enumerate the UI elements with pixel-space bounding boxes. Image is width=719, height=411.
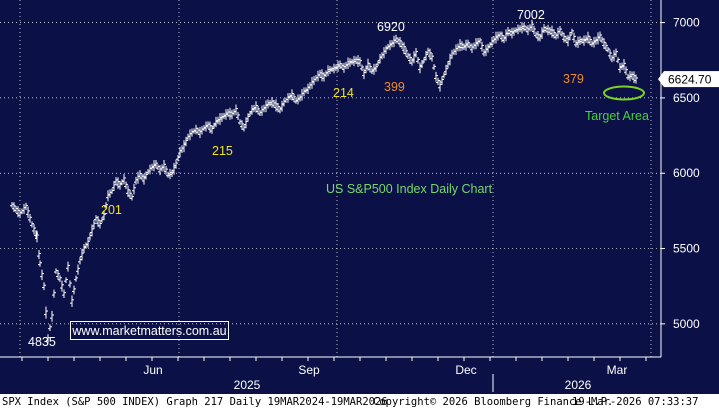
last-price-box <box>664 71 719 88</box>
y-tick-label: 6000 <box>673 166 700 180</box>
price-series <box>10 19 638 344</box>
axes: 5000 5500 6000 6500 7000 Jun Sep Dec Mar 2025 2026… <box>0 0 719 392</box>
annotation-label: 379 <box>563 72 584 86</box>
y-tick-label: 5000 <box>673 317 700 331</box>
x-year-label: 2025 <box>234 378 261 392</box>
x-month-label: Sep <box>298 363 320 377</box>
annotation-label: 399 <box>384 80 405 94</box>
x-year-label: 2026 <box>565 378 592 392</box>
target-area-ellipse <box>603 85 645 101</box>
annotation-label: 4835 <box>28 335 56 349</box>
chart-title: US S&P500 Index Daily Chart <box>326 182 493 196</box>
x-month-label: Mar <box>607 363 628 377</box>
last-price-pointer <box>658 71 664 88</box>
y-tick-label: 6500 <box>673 91 700 105</box>
annotation-label: 215 <box>212 144 233 158</box>
watermark-link[interactable]: www.marketmatters.com.au <box>70 321 229 340</box>
annotation-label: Target Area <box>585 109 649 123</box>
y-tick-label: 5500 <box>673 242 700 256</box>
annotation-label: 201 <box>101 203 122 217</box>
x-month-label: Jun <box>143 363 162 377</box>
annotation-label: 214 <box>333 86 354 100</box>
last-price-label: 6624.70 <box>668 73 712 87</box>
annotations: US S&P500 Index Daily Chart 4835 201 215 214… <box>28 8 649 349</box>
footer-copyright: Copyright© 2026 Bloomberg Finance L.P. <box>373 396 614 408</box>
annotation-label: 6920 <box>377 20 405 34</box>
annotation-label: 7002 <box>517 8 545 22</box>
footer-source: SPX Index (S&P 500 INDEX) Graph 217 Dail… <box>2 396 388 408</box>
y-tick-label: 7000 <box>673 16 700 30</box>
footer-bar: SPX Index (S&P 500 INDEX) Graph 217 Dail… <box>0 394 719 411</box>
footer-timestamp: 19-Mar-2026 07:33:37 <box>572 396 699 408</box>
gridlines <box>0 0 661 357</box>
x-month-label: Dec <box>455 363 476 377</box>
